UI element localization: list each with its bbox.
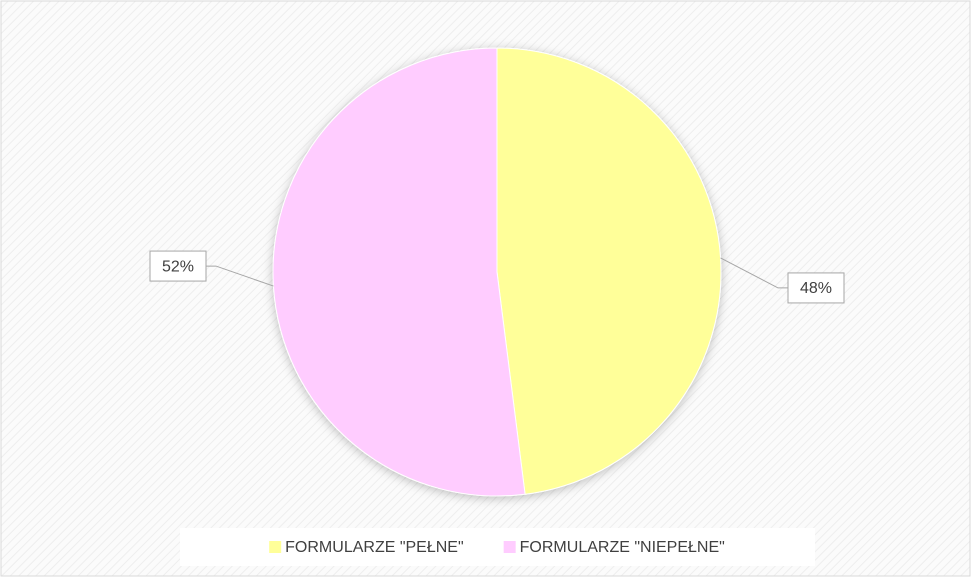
data-label: 52%: [162, 258, 194, 275]
legend-label: FORMULARZE "PEŁNE": [285, 539, 464, 556]
legend-box: [180, 528, 815, 566]
legend-swatch: [503, 541, 516, 553]
leader-line: [720, 257, 788, 289]
data-label-box: [149, 250, 207, 282]
legend-swatch: [269, 541, 282, 553]
data-label-box: [787, 272, 845, 304]
pie: [272, 47, 722, 497]
legend-label: FORMULARZE "NIEPEŁNE": [520, 539, 725, 556]
pie-slice: [272, 47, 526, 497]
pie-slice: [496, 47, 722, 495]
leader-line: [206, 265, 274, 287]
data-label: 48%: [800, 280, 832, 297]
